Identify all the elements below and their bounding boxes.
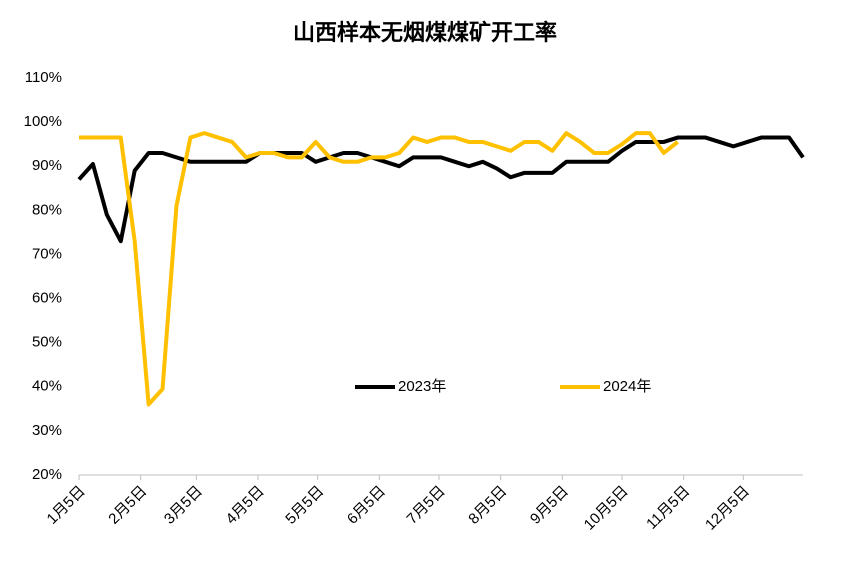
y-tick-label: 80% [32, 201, 62, 218]
chart-title: 山西样本无烟煤煤矿开工率 [293, 20, 557, 45]
line-series [79, 131, 679, 407]
y-tick-label: 50% [32, 334, 62, 351]
x-tick-label: 6月5日 [344, 483, 389, 528]
x-tick-label: 10月5日 [581, 483, 632, 534]
x-tick-label: 7月5日 [404, 483, 449, 528]
x-tick-label: 12月5日 [702, 483, 753, 534]
y-tick-label: 100% [24, 113, 62, 130]
legend-label: 2023年 [398, 378, 446, 395]
y-tick-label: 90% [32, 157, 62, 174]
line-series [77, 135, 805, 244]
y-tick-label: 30% [32, 422, 62, 439]
x-tick-label: 3月5日 [161, 483, 206, 528]
y-tick-label: 60% [32, 290, 62, 307]
x-tick-label: 5月5日 [282, 483, 327, 528]
y-tick-label: 110% [25, 69, 62, 86]
x-tick-label: 8月5日 [465, 483, 510, 528]
x-tick-label: 2月5日 [105, 483, 150, 528]
y-tick-label: 40% [32, 378, 62, 395]
x-tick-label: 9月5日 [527, 483, 572, 528]
y-tick-label: 20% [32, 466, 62, 483]
y-tick-label: 70% [32, 245, 62, 262]
x-tick-label: 11月5日 [643, 483, 693, 533]
x-tick-label: 4月5日 [223, 483, 268, 528]
legend-label: 2024年 [603, 378, 651, 395]
x-tick-label: 1月5日 [44, 483, 89, 528]
